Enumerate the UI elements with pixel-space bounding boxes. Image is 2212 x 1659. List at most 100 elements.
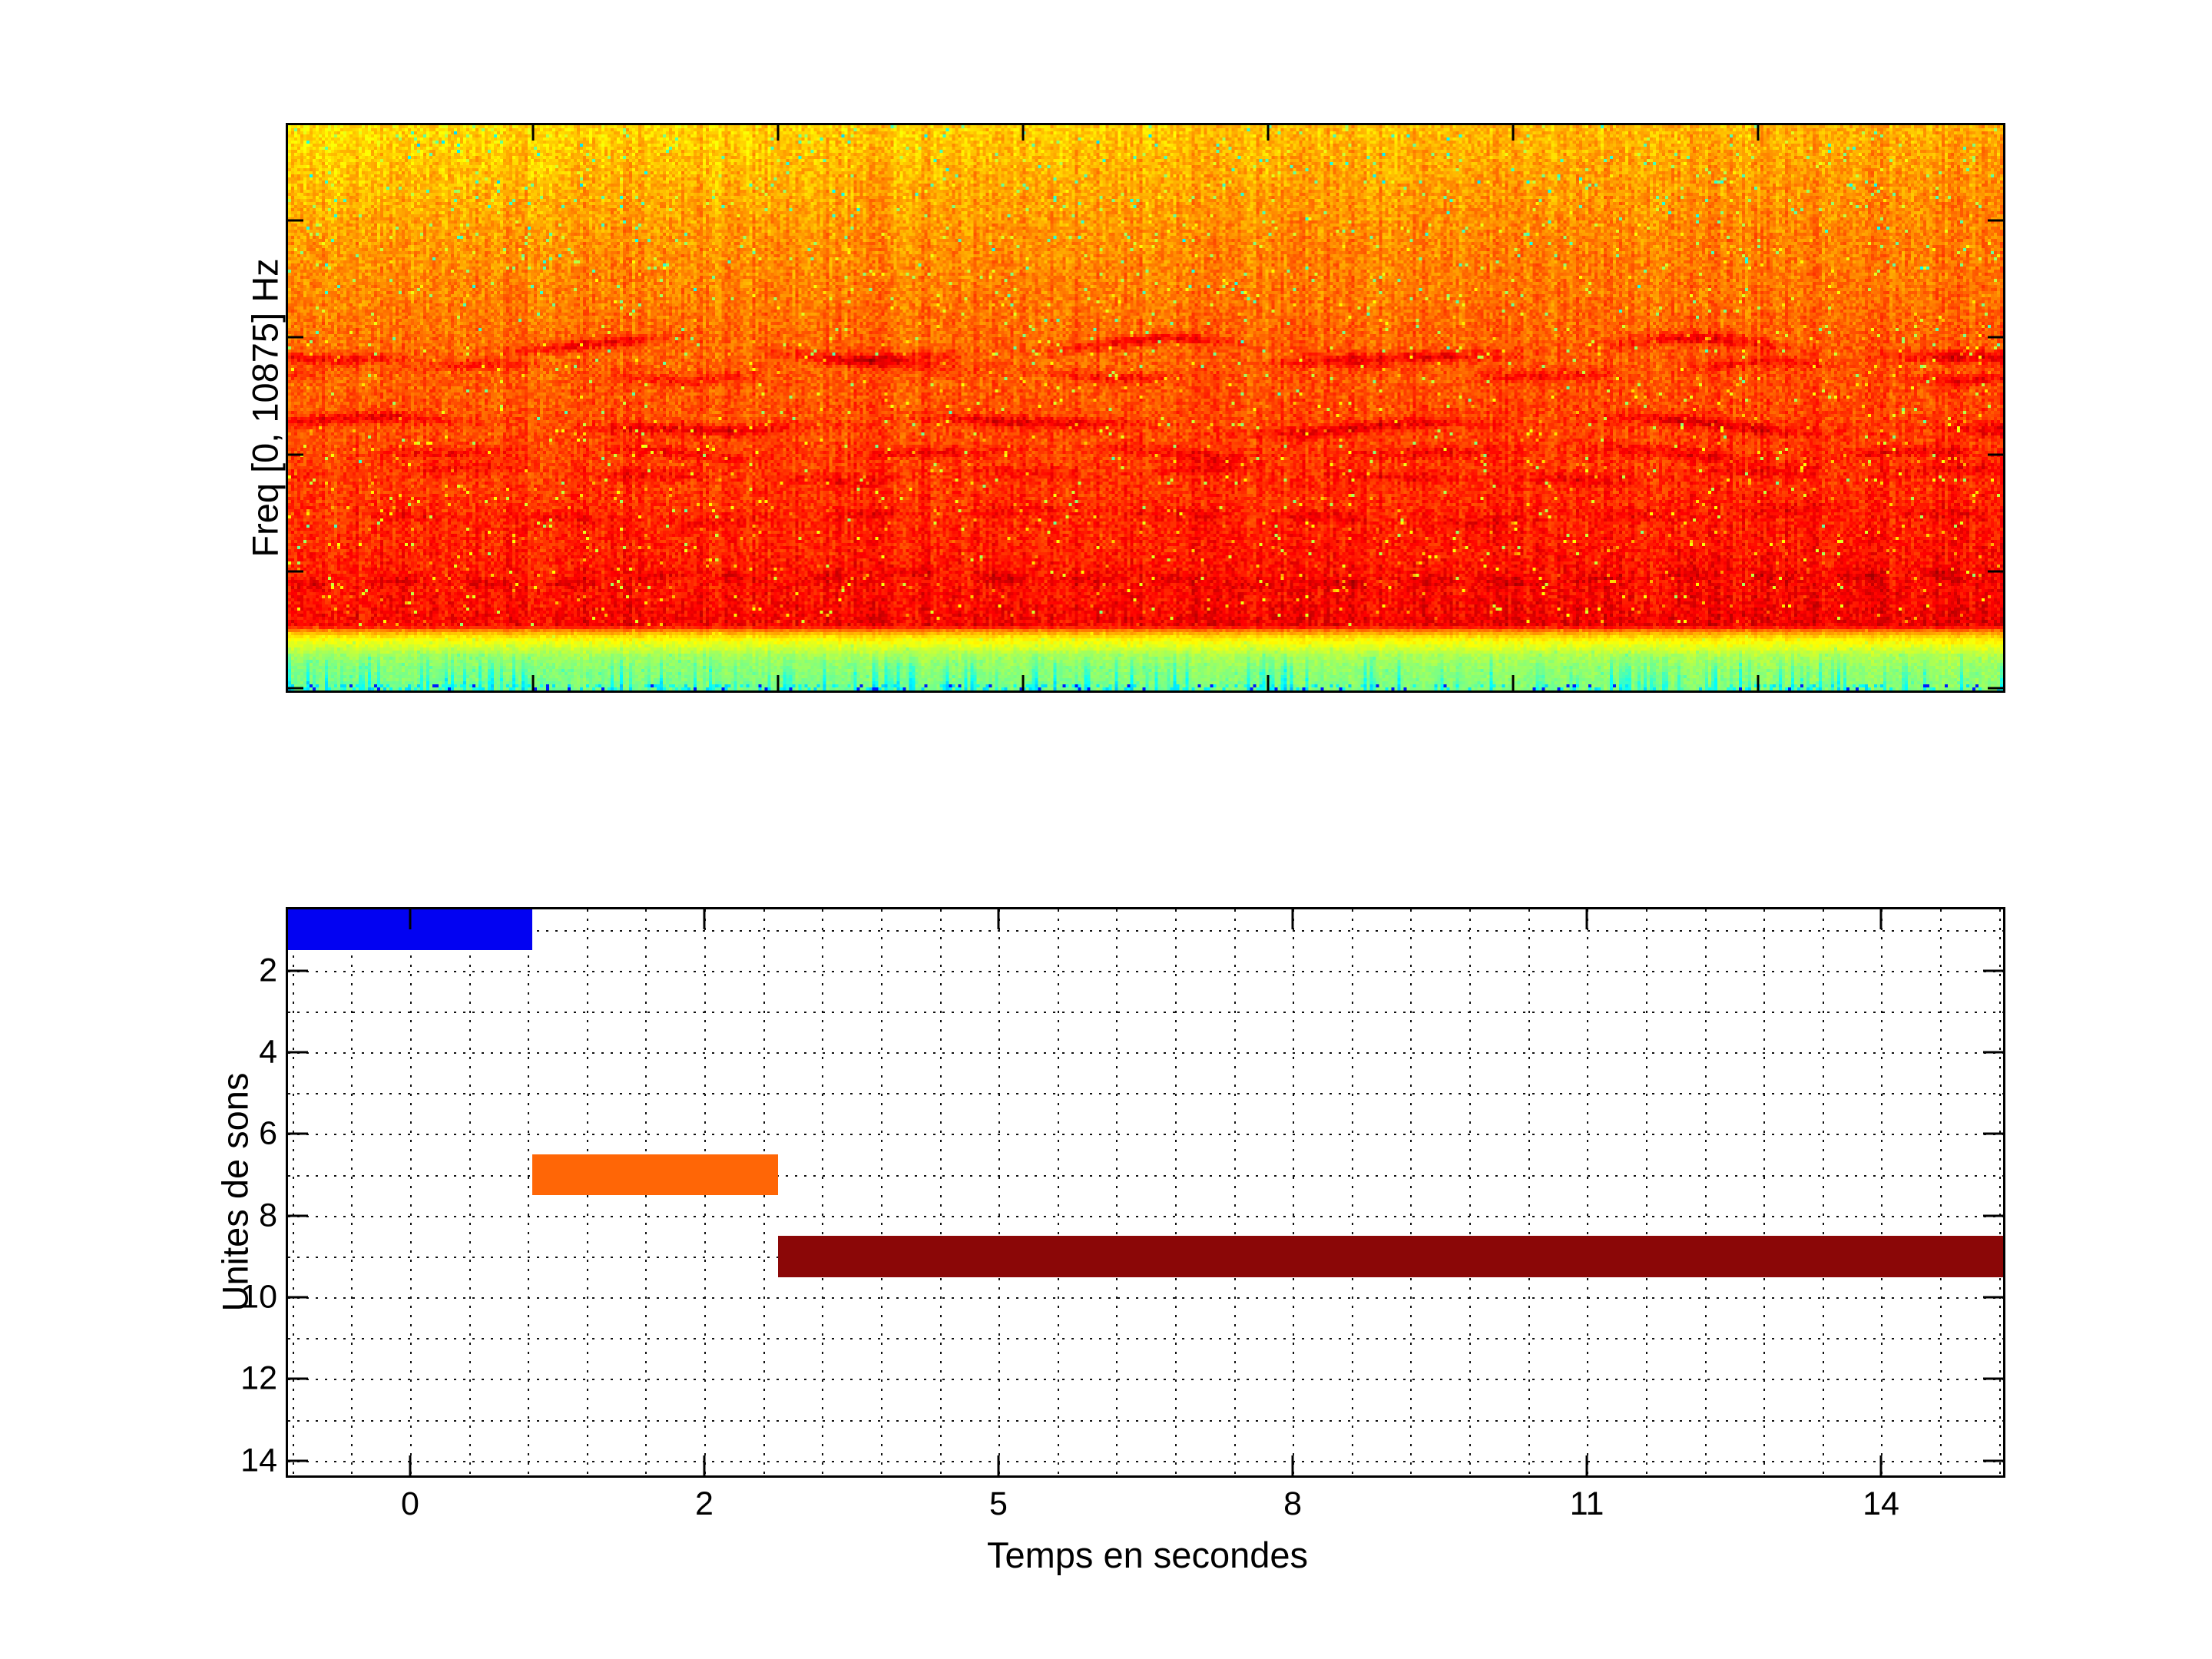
units-gridline-horizontal: [288, 1093, 2003, 1095]
units-gridline-horizontal: [288, 1338, 2003, 1340]
spectrogram-x-tick: [777, 125, 780, 141]
units-y-tick-label: 8: [259, 1197, 277, 1234]
units-gridline-horizontal: [288, 1011, 2003, 1013]
spectrogram-ylabel: Freq [0, 10875] Hz: [244, 258, 286, 558]
units-y-tick: [288, 1214, 308, 1217]
units-gridline-horizontal: [288, 1134, 2003, 1136]
spectrogram-y-tick: [1988, 453, 2003, 456]
units-gridline-vertical: [1293, 909, 1295, 1475]
spectrogram-x-tick: [1267, 125, 1270, 141]
spectrogram-y-tick: [288, 687, 303, 690]
units-xlabel: Temps en secondes: [986, 1535, 1309, 1575]
units-x-tick-label: 14: [1863, 1485, 1899, 1522]
units-gridline-vertical: [1763, 909, 1766, 1475]
units-y-tick-label: 4: [259, 1033, 277, 1071]
units-y-tick: [1983, 1051, 2003, 1054]
units-axes: 0 2 5 8 11 14 2 4 6 8 10 12 14: [240, 907, 2005, 1521]
units-gridline-vertical: [998, 909, 1001, 1475]
units-x-tick-label: 11: [1569, 1485, 1604, 1522]
units-y-tick: [1983, 969, 2003, 972]
units-gridline-horizontal: [288, 1460, 2003, 1462]
units-gridline-vertical: [1940, 909, 1942, 1475]
spectrogram-x-tick: [1757, 675, 1760, 690]
spectrogram-y-tick: [1988, 336, 2003, 339]
spectrogram-x-tick: [1267, 675, 1270, 690]
spectrogram-x-tick: [1512, 675, 1515, 690]
units-x-tick: [1879, 1455, 1883, 1475]
unit-bar-7: [532, 1154, 779, 1196]
units-y-tick: [288, 1132, 308, 1135]
spectrogram-y-tick: [288, 219, 303, 222]
units-gridline-vertical: [1881, 909, 1883, 1475]
units-gridline-horizontal: [288, 1174, 2003, 1177]
units-x-tick: [997, 909, 1000, 929]
units-x-tick: [1585, 909, 1588, 929]
units-gridline-vertical: [528, 909, 530, 1475]
units-y-tick: [1983, 1377, 2003, 1380]
units-gridline-vertical: [1998, 909, 2001, 1475]
units-gridline-vertical: [1704, 909, 1707, 1475]
units-gridline-vertical: [1469, 909, 1472, 1475]
units-x-tick: [997, 1455, 1000, 1475]
units-x-tick: [703, 1455, 706, 1475]
units-y-tick: [1983, 1214, 2003, 1217]
units-y-tick: [288, 1296, 308, 1299]
units-y-tick: [1983, 1459, 2003, 1462]
units-x-tick: [409, 909, 412, 929]
units-x-tick-label: 5: [988, 1485, 1008, 1522]
units-gridline-vertical: [1057, 909, 1059, 1475]
spectrogram-y-tick: [288, 453, 303, 456]
units-gridline-vertical: [469, 909, 471, 1475]
units-gridline-vertical: [1175, 909, 1177, 1475]
units-gridline-horizontal: [288, 929, 2003, 932]
units-y-tick: [1983, 1296, 2003, 1299]
spectrogram-y-tick: [1988, 687, 2003, 690]
spectrogram-axes: [286, 123, 2005, 693]
spectrogram-y-tick: [1988, 570, 2003, 573]
units-x-tick-label: 0: [401, 1485, 419, 1522]
spectrogram-y-tick: [1988, 219, 2003, 222]
units-y-tick-label: 10: [240, 1278, 277, 1316]
units-gridline-vertical: [292, 909, 294, 1475]
units-gridline-vertical: [1822, 909, 1824, 1475]
units-y-tick: [288, 1377, 308, 1380]
units-gridline-horizontal: [288, 1297, 2003, 1300]
units-gridline-horizontal: [288, 970, 2003, 972]
units-gridline-vertical: [1587, 909, 1589, 1475]
units-gridline-vertical: [880, 909, 882, 1475]
spectrogram-y-tick: [288, 570, 303, 573]
units-x-tick: [1291, 909, 1294, 929]
units-x-tick: [1879, 909, 1883, 929]
spectrogram-x-tick: [531, 125, 535, 141]
units-y-tick: [1983, 1132, 2003, 1135]
units-y-tick-label: 2: [259, 952, 277, 989]
units-gridline-vertical: [1351, 909, 1353, 1475]
units-y-tick-label: 12: [240, 1359, 277, 1397]
unit-bar-9: [778, 1236, 2003, 1277]
spectrogram-image: [288, 125, 2003, 690]
units-gridline-horizontal: [288, 1215, 2003, 1217]
units-gridline-horizontal: [288, 1052, 2003, 1055]
units-x-tick: [1291, 1455, 1294, 1475]
spectrogram-y-tick: [288, 336, 303, 339]
units-gridline-vertical: [409, 909, 412, 1475]
units-y-tick: [288, 1459, 308, 1462]
spectrogram-x-tick: [1022, 675, 1025, 690]
spectrogram-x-tick: [1512, 125, 1515, 141]
units-gridline-vertical: [1528, 909, 1530, 1475]
spectrogram-x-tick: [1022, 125, 1025, 141]
spectrogram-x-tick: [1757, 125, 1760, 141]
units-y-tick-label: 14: [240, 1442, 277, 1479]
units-y-tick: [288, 1051, 308, 1054]
units-gridline-vertical: [1233, 909, 1236, 1475]
spectrogram-x-tick: [777, 675, 780, 690]
units-x-tick-label: 8: [1283, 1485, 1303, 1522]
units-gridline-vertical: [1116, 909, 1118, 1475]
units-y-tick: [288, 969, 308, 972]
units-y-tick-label: 6: [259, 1114, 277, 1152]
units-x-tick: [703, 909, 706, 929]
units-gridline-vertical: [351, 909, 353, 1475]
units-gridline-vertical: [822, 909, 824, 1475]
units-gridline-horizontal: [288, 1419, 2003, 1422]
units-gridline-horizontal: [288, 1379, 2003, 1381]
